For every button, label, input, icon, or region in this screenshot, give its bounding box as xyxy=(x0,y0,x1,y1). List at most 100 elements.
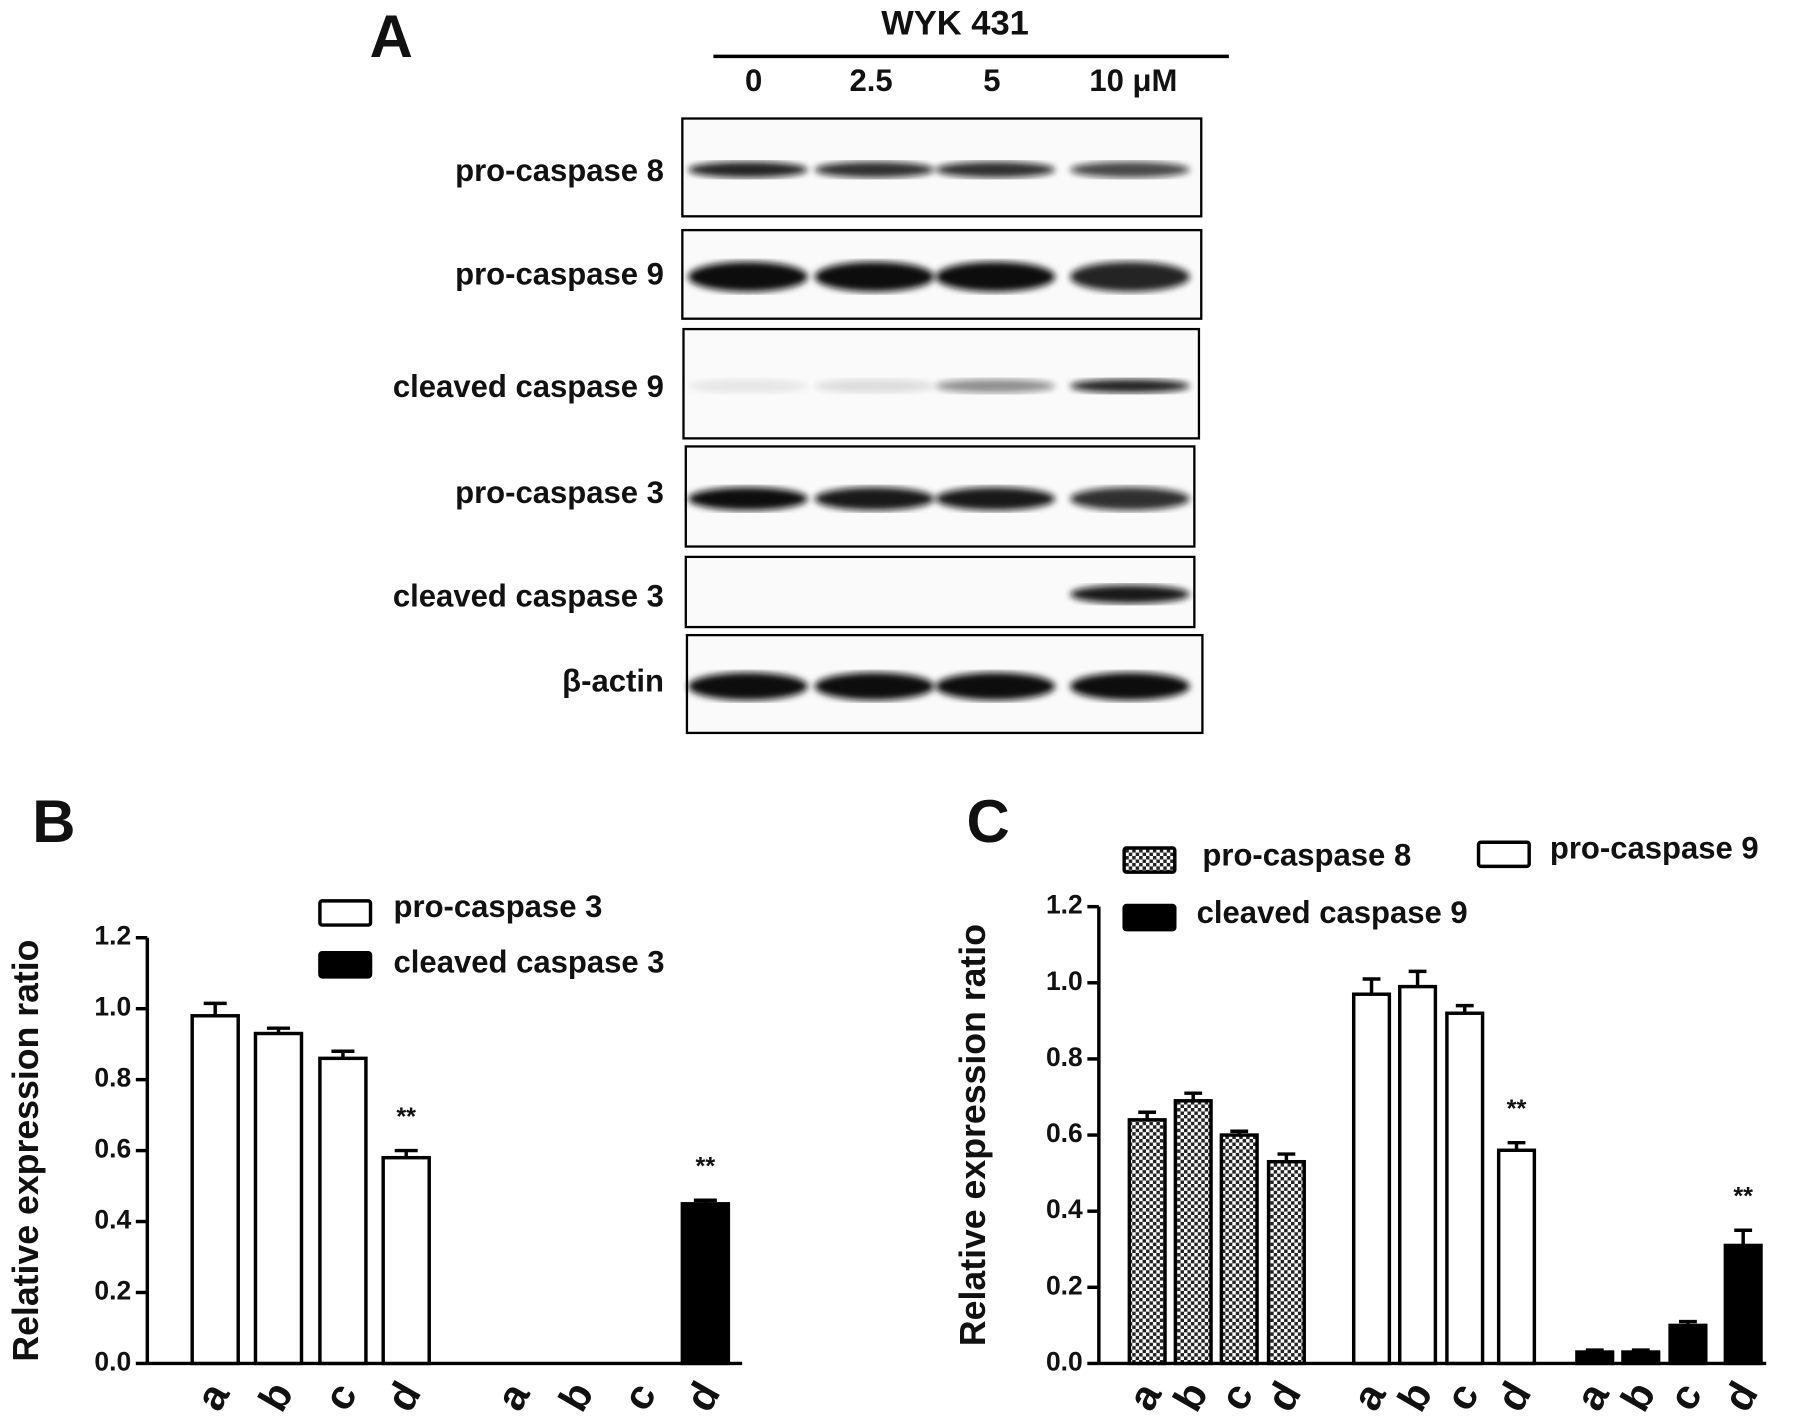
x-tick-label: a xyxy=(1343,1374,1395,1418)
y-tick-label: 1.2 xyxy=(1046,890,1083,920)
band xyxy=(935,672,1056,701)
bar xyxy=(1173,1099,1213,1366)
y-tick-label: 0.4 xyxy=(94,1205,131,1235)
y-tick-label: 0.0 xyxy=(94,1346,131,1376)
legend-swatch xyxy=(318,950,373,979)
x-tick-label: b xyxy=(1612,1374,1664,1419)
x-tick-label: c xyxy=(1211,1375,1262,1418)
significance: ** xyxy=(696,1153,716,1181)
bar xyxy=(318,1056,368,1366)
lane-label: 2.5 xyxy=(849,63,892,98)
legend-swatch xyxy=(1122,846,1177,874)
significance: ** xyxy=(1733,1183,1753,1211)
bar xyxy=(1127,1118,1167,1366)
x-tick-label: b xyxy=(1389,1374,1441,1419)
band xyxy=(1070,585,1190,604)
legend-swatch xyxy=(1476,840,1531,869)
band xyxy=(935,487,1056,511)
legend-swatch xyxy=(1122,903,1177,932)
y-tick-label: 0.6 xyxy=(1046,1118,1083,1148)
row-label: cleaved caspase 9 xyxy=(393,369,664,404)
band xyxy=(688,161,808,178)
x-tick-label: a xyxy=(187,1374,239,1418)
band xyxy=(814,379,935,393)
x-tick-label: a xyxy=(487,1374,539,1418)
bar xyxy=(1219,1133,1259,1366)
band xyxy=(814,672,935,701)
bar xyxy=(680,1202,731,1366)
y-tick-label: 1.0 xyxy=(94,992,131,1022)
band xyxy=(688,487,808,511)
panel-label: C xyxy=(967,788,1010,855)
y-tick-label: 0.4 xyxy=(1046,1194,1083,1224)
y-tick-label: 0.8 xyxy=(94,1063,131,1093)
band xyxy=(688,261,808,292)
lane-label: 10 μM xyxy=(1089,63,1177,98)
bar xyxy=(1445,1011,1485,1366)
band xyxy=(935,161,1056,178)
legend-swatch xyxy=(318,899,373,927)
lane-label: 5 xyxy=(983,63,1000,98)
x-tick-label: d xyxy=(1714,1374,1766,1419)
row-label: pro-caspase 8 xyxy=(455,153,664,188)
band xyxy=(1070,161,1190,178)
legend-label: pro-caspase 8 xyxy=(1202,837,1411,872)
band xyxy=(1070,672,1190,701)
row-label: pro-caspase 9 xyxy=(455,256,664,291)
bar xyxy=(1723,1243,1763,1366)
significance: ** xyxy=(396,1103,416,1131)
y-tick-label: 0.6 xyxy=(94,1134,131,1164)
y-tick-label: 0.2 xyxy=(1046,1270,1083,1300)
x-tick-label: d xyxy=(377,1374,429,1419)
band xyxy=(935,379,1056,393)
band xyxy=(814,161,935,178)
y-axis-label: Relative expression ratio xyxy=(953,924,993,1346)
bar xyxy=(1266,1159,1306,1366)
band xyxy=(1070,487,1190,511)
x-tick-label: c xyxy=(1436,1375,1487,1418)
band xyxy=(1070,379,1190,393)
x-tick-label: d xyxy=(1488,1374,1540,1419)
row-label: cleaved caspase 3 xyxy=(393,579,664,614)
legend-label: pro-caspase 9 xyxy=(1550,830,1759,865)
x-tick-label: c xyxy=(1660,1375,1711,1418)
x-tick-label: c xyxy=(614,1375,665,1418)
x-tick-label: b xyxy=(550,1374,602,1419)
legend-label: cleaved caspase 9 xyxy=(1197,895,1468,930)
bar xyxy=(1621,1350,1661,1366)
legend-label: cleaved caspase 3 xyxy=(394,944,665,979)
legend-label: pro-caspase 3 xyxy=(394,889,603,924)
y-axis-label: Relative expression ratio xyxy=(6,940,46,1362)
bar xyxy=(381,1155,431,1366)
row-label: β-actin xyxy=(562,664,664,699)
band xyxy=(688,379,808,393)
bar xyxy=(1496,1148,1537,1366)
y-tick-label: 1.0 xyxy=(1046,966,1083,996)
x-tick-label: b xyxy=(1164,1374,1216,1419)
y-tick-label: 0.8 xyxy=(1046,1042,1083,1072)
x-tick-label: c xyxy=(315,1375,366,1418)
band xyxy=(688,672,808,701)
panel-label: B xyxy=(32,788,75,855)
panel-label: A xyxy=(370,3,413,70)
bar xyxy=(1575,1350,1615,1366)
band xyxy=(1070,261,1190,292)
bar xyxy=(1398,984,1438,1366)
y-tick-label: 0.0 xyxy=(1046,1346,1083,1376)
band xyxy=(935,261,1056,292)
x-tick-label: b xyxy=(250,1374,302,1419)
row-label: pro-caspase 3 xyxy=(455,475,664,510)
band xyxy=(814,487,935,511)
x-tick-label: d xyxy=(676,1374,728,1419)
x-tick-label: d xyxy=(1258,1374,1310,1419)
bar xyxy=(1351,992,1392,1366)
band xyxy=(814,261,935,292)
y-tick-label: 0.2 xyxy=(94,1275,131,1305)
x-tick-label: a xyxy=(1566,1374,1618,1418)
y-tick-label: 1.2 xyxy=(94,921,131,951)
significance: ** xyxy=(1507,1095,1527,1123)
lane-label: 0 xyxy=(745,63,762,98)
bar xyxy=(1668,1323,1708,1366)
